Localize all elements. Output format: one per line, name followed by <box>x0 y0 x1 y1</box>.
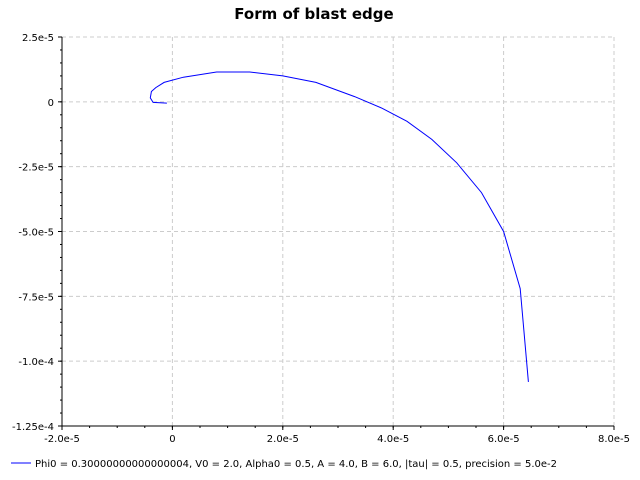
y-tick-label: -5.0e-5 <box>18 228 54 239</box>
x-tick-label: 8.0e-5 <box>598 434 630 445</box>
chart-title: Form of blast edge <box>234 5 393 23</box>
legend: Phi0 = 0.30000000000000004, V0 = 2.0, Al… <box>11 459 557 470</box>
legend-label: Phi0 = 0.30000000000000004, V0 = 2.0, Al… <box>35 459 557 470</box>
grid <box>61 36 615 427</box>
x-tick-label: 2.0e-5 <box>267 434 299 445</box>
y-tick-label: -2.5e-5 <box>18 163 54 174</box>
series-line <box>149 71 529 382</box>
y-tick-label: -1.0e-4 <box>18 357 54 368</box>
plot-area <box>149 71 529 382</box>
x-tick-label: 4.0e-5 <box>377 434 409 445</box>
x-tick-label: 0 <box>169 434 175 445</box>
axes: -2.0e-5 0 2.0e-5 4.0e-5 6.0e-5 8.0e-5 2.5e-5 0 -… <box>12 33 630 445</box>
x-tick-label: -2.0e-5 <box>44 434 80 445</box>
x-tick-label: 6.0e-5 <box>488 434 520 445</box>
y-tick-label: 2.5e-5 <box>22 33 54 44</box>
y-tick-label: 0 <box>48 98 54 109</box>
y-tick-label: -7.5e-5 <box>18 292 54 303</box>
y-tick-label: -1.25e-4 <box>12 422 54 433</box>
